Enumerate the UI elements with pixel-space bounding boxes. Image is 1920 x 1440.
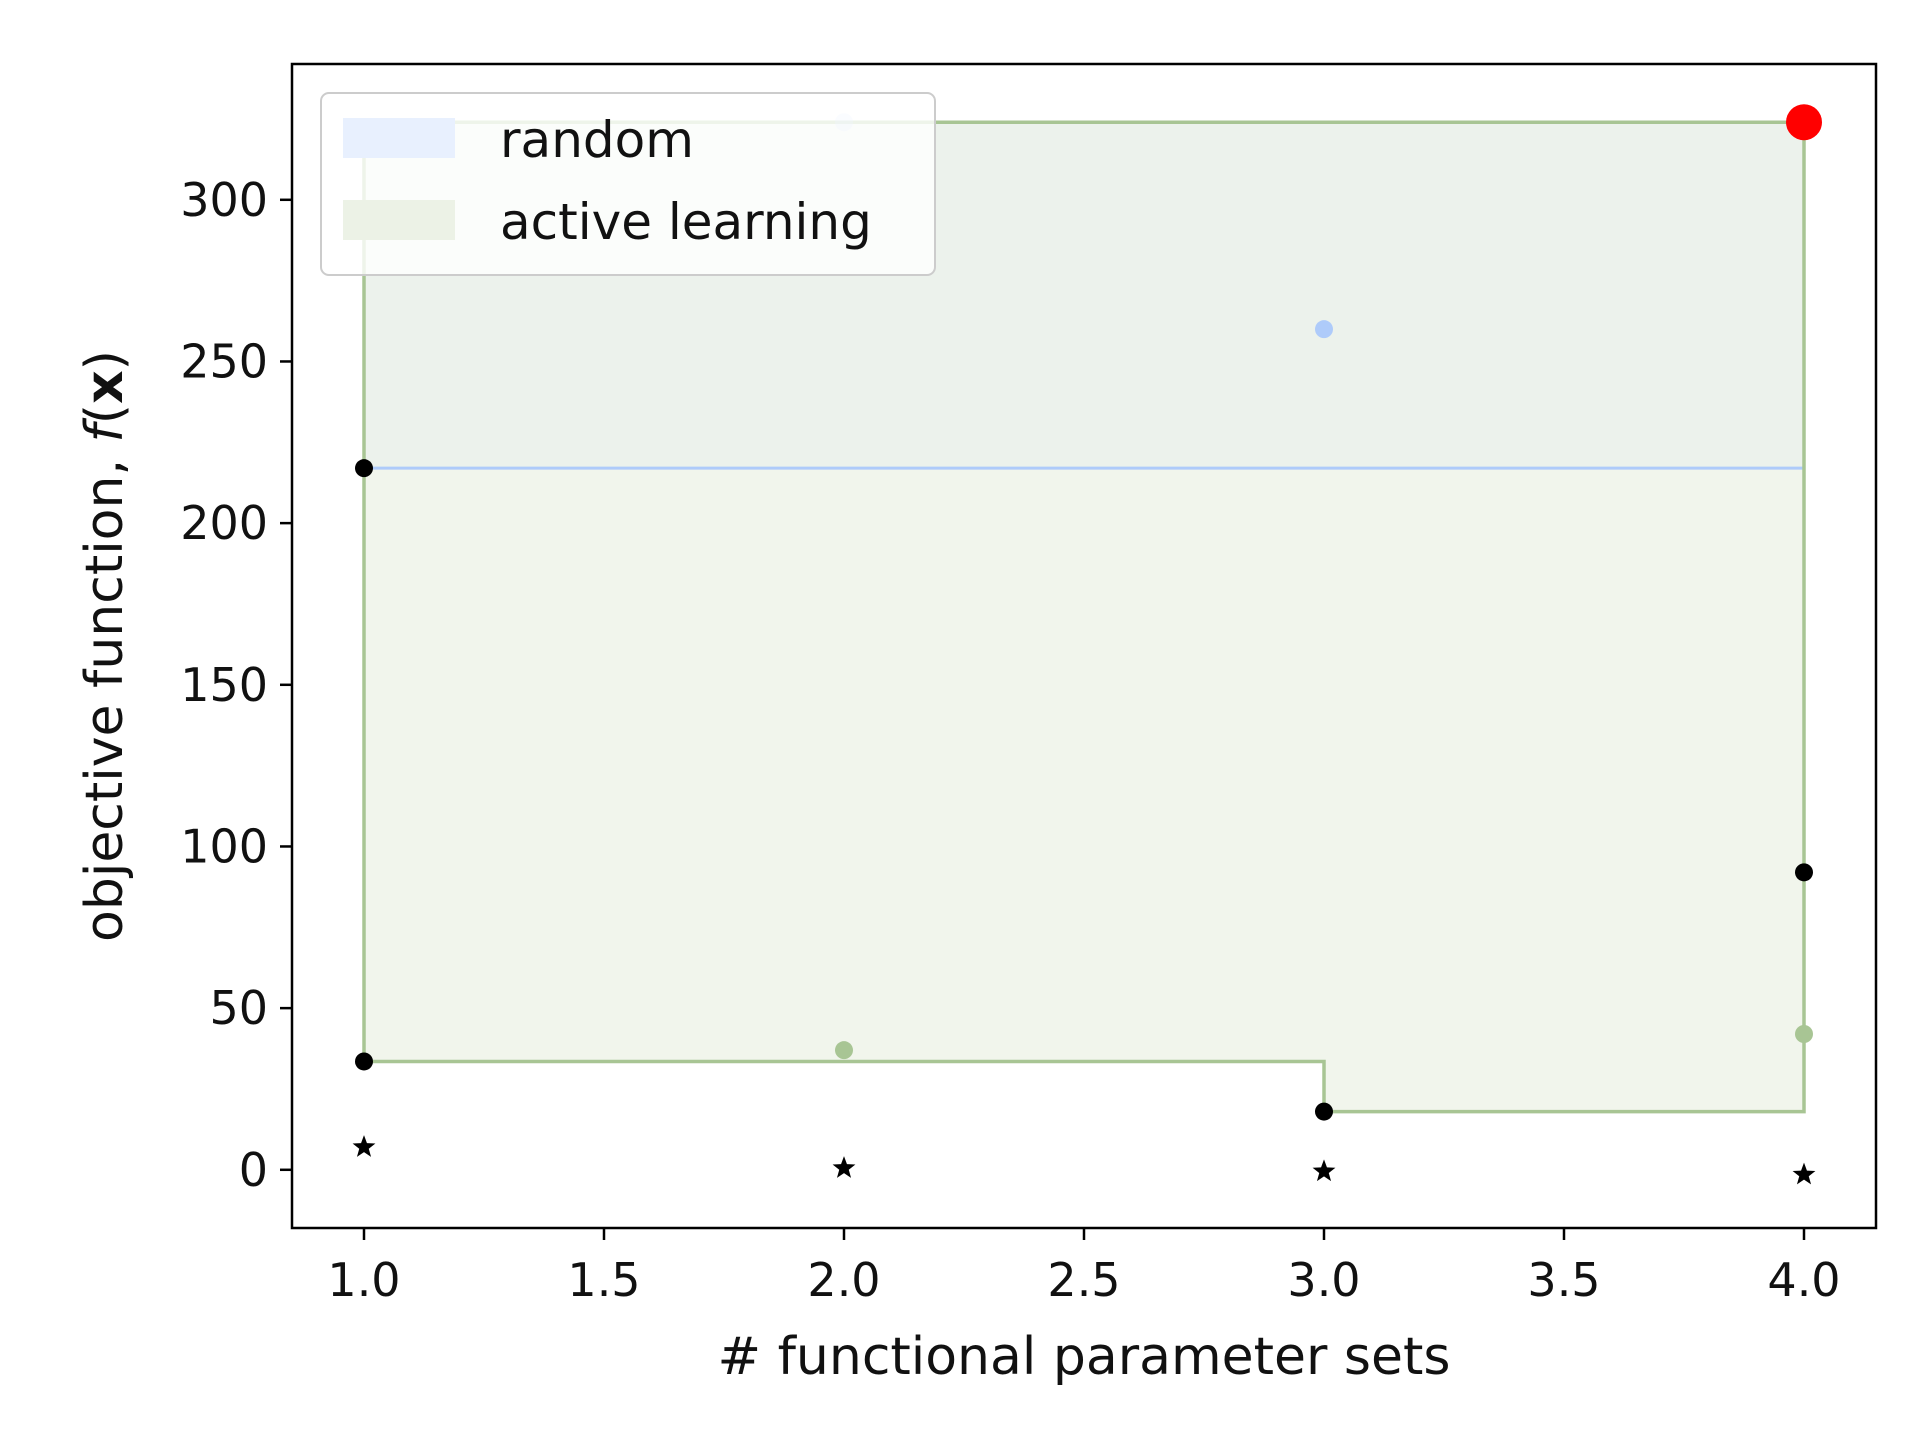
legend: random active learning (320, 92, 936, 276)
star-point (832, 1156, 856, 1178)
active-learning-point (835, 1041, 853, 1060)
star-point (1792, 1162, 1816, 1185)
star-point (352, 1135, 376, 1157)
marks-layer (352, 104, 1822, 1185)
best-point (1786, 104, 1822, 141)
x-axis: 1.0 1.5 2.0 2.5 3.0 3.5 4.0 (327, 1228, 1841, 1307)
y-tick-label: 50 (209, 981, 268, 1035)
random-point (1315, 320, 1333, 339)
x-tick-label: 2.0 (807, 1253, 880, 1307)
y-tick-label: 200 (180, 496, 268, 550)
legend-label-random: random (500, 111, 694, 169)
y-tick-label: 100 (180, 819, 268, 873)
x-tick-label: 4.0 (1767, 1253, 1840, 1307)
black-point (355, 459, 373, 478)
x-axis-label: # functional parameter sets (718, 1327, 1451, 1387)
y-axis-label: objective function, f(x) (75, 350, 135, 942)
y-axis-label-close-paren: ) (75, 350, 135, 370)
band-layer (364, 122, 1804, 1112)
y-tick-label: 150 (180, 658, 268, 712)
x-tick-label: 3.5 (1527, 1253, 1600, 1307)
x-tick-label: 1.0 (327, 1253, 400, 1307)
legend-swatch-active-learning (343, 200, 455, 240)
star-point (1312, 1159, 1336, 1182)
black-point (1315, 1102, 1333, 1121)
black-point (355, 1052, 373, 1071)
legend-label-active-learning: active learning (500, 193, 872, 251)
band-active-learning (364, 122, 1804, 1112)
active-learning-point (1795, 1025, 1813, 1043)
y-axis-label-open-paren: ( (75, 404, 135, 424)
y-tick-label: 250 (180, 334, 268, 388)
legend-box (320, 92, 936, 276)
y-axis: 0 50 100 150 200 250 300 (180, 173, 292, 1197)
x-tick-label: 1.5 (567, 1253, 640, 1307)
y-tick-label: 300 (180, 173, 268, 227)
legend-swatch-random (343, 118, 455, 158)
x-tick-label: 2.5 (1047, 1253, 1120, 1307)
y-tick-label: 0 (239, 1143, 268, 1197)
x-tick-label: 3.0 (1287, 1253, 1360, 1307)
y-axis-label-variable: x (75, 370, 135, 404)
black-point (1795, 863, 1813, 882)
y-axis-label-prefix: objective function, (75, 442, 135, 941)
